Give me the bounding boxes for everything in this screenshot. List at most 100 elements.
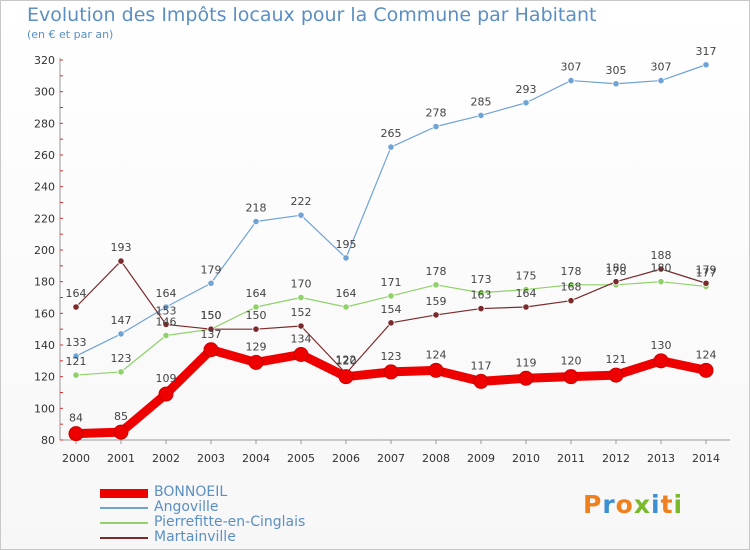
data-point [72,352,80,360]
data-label: 164 [156,287,177,300]
y-tick-label: 160 [34,307,55,320]
data-label: 195 [336,238,357,251]
data-label: 119 [516,356,537,369]
data-point [207,279,215,287]
data-label: 265 [381,127,402,140]
legend-label: Martainville [154,529,236,545]
data-label: 164 [516,287,537,300]
data-point [342,303,350,311]
data-label: 178 [561,265,582,278]
legend-label: BONNOEIL [154,484,228,500]
x-tick-label: 2006 [332,452,360,465]
data-point [297,211,305,219]
data-label: 124 [426,348,447,361]
data-point [248,354,264,370]
data-label: 179 [201,263,222,276]
data-label: 171 [381,276,402,289]
data-point [522,99,530,107]
data-label: 150 [246,309,267,322]
data-label: 218 [246,202,267,215]
data-point [608,367,624,383]
y-tick-label: 180 [34,276,55,289]
data-label: 170 [291,278,312,291]
logo-letter: x [633,490,651,519]
data-point [252,303,260,311]
data-point [338,369,354,385]
x-tick-label: 2007 [377,452,405,465]
y-tick-label: 260 [34,149,55,162]
data-point [698,362,714,378]
data-point [567,297,575,305]
legend-swatch [100,522,148,524]
data-point [252,325,260,333]
logo-letter: i [673,490,684,519]
data-label: 178 [606,265,627,278]
x-tick-label: 2001 [107,452,135,465]
legend-swatch [100,507,148,509]
data-label: 150 [201,309,222,322]
data-label: 130 [651,339,672,352]
legend-label: Angoville [154,499,219,515]
x-tick-label: 2002 [152,452,180,465]
logo-letter: r [602,490,616,519]
data-point [653,353,669,369]
data-label: 180 [606,262,627,275]
y-tick-label: 320 [34,54,55,67]
data-label: 193 [111,241,132,254]
chart-title: Evolution des Impôts locaux pour la Comm… [27,4,597,26]
y-tick-label: 200 [34,244,55,257]
data-label: 129 [246,340,267,353]
data-point [702,279,710,287]
data-point [72,371,80,379]
data-label: 154 [381,303,402,316]
y-tick-label: 120 [34,371,55,384]
data-label: 124 [696,348,717,361]
data-label: 188 [651,249,672,262]
data-point [387,292,395,300]
data-label: 222 [291,195,312,208]
data-point [518,370,534,386]
data-point [297,322,305,330]
data-point [207,325,215,333]
legend-label: Pierrefitte-en-Cinglais [154,514,306,530]
data-label: 133 [66,336,87,349]
x-tick-label: 2009 [467,452,495,465]
data-point [612,278,620,286]
logo-letter: P [583,490,603,519]
data-point [383,364,399,380]
data-point [113,424,129,440]
data-point [162,331,170,340]
data-label: 164 [66,287,87,300]
y-tick-label: 240 [34,181,55,194]
logo-letter: i [651,490,661,519]
data-point [293,347,309,362]
data-label: 137 [201,328,222,341]
data-label: 121 [66,355,87,368]
data-point [657,278,665,286]
data-label: 307 [561,61,582,74]
data-label: 120 [336,355,357,368]
data-point [428,362,444,378]
data-label: 109 [156,372,177,385]
data-point [522,285,530,294]
data-label: 159 [426,295,447,308]
data-point [702,61,710,69]
data-point [567,281,575,289]
data-label: 123 [381,350,402,363]
data-label: 152 [291,306,312,319]
logo-letter: t [660,490,674,519]
data-point [432,122,440,131]
x-tick-label: 2011 [557,452,585,465]
y-tick-label: 280 [34,117,55,130]
data-label: 180 [651,262,672,275]
x-tick-label: 2000 [62,452,90,465]
data-point [117,330,125,338]
data-point [297,293,305,302]
data-point [477,289,485,297]
data-label: 179 [696,263,717,276]
data-point [162,320,170,329]
data-point [117,257,125,265]
data-label: 285 [471,95,492,108]
